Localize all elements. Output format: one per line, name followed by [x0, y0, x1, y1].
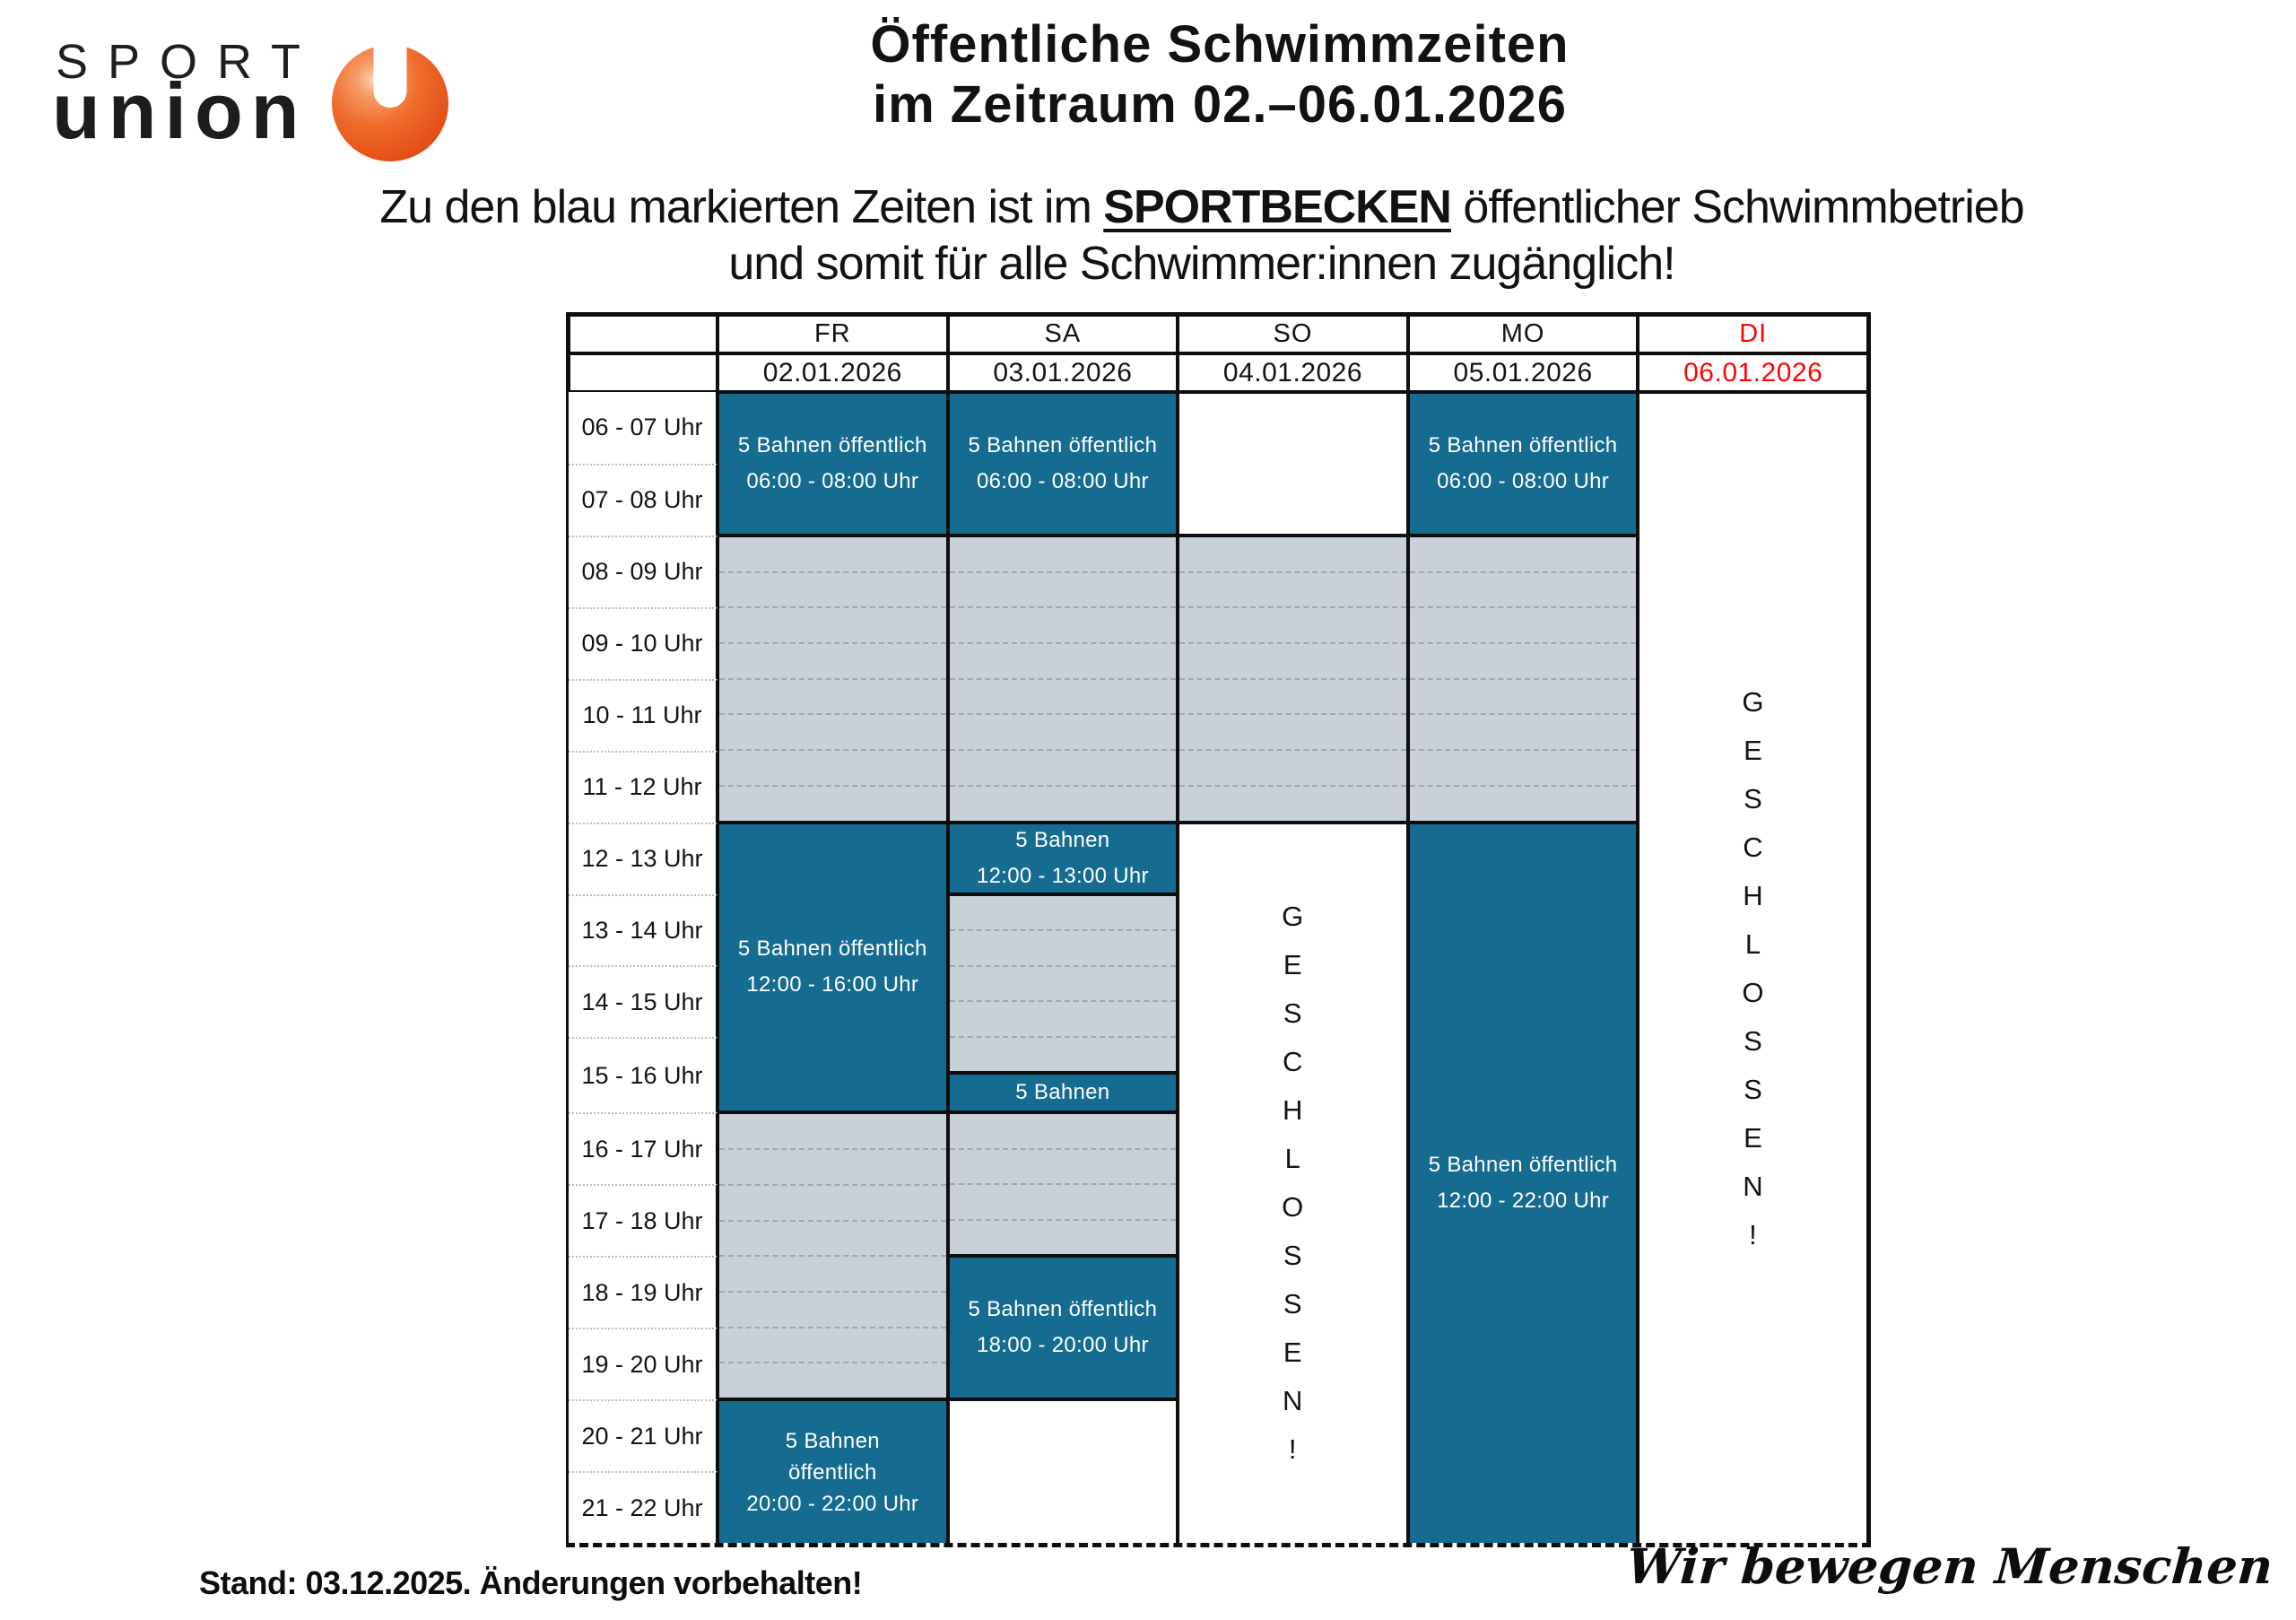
fr-open-afternoon-line1: 5 Bahnen öffentlich: [737, 936, 927, 962]
fr-open-block-afternoon: 5 Bahnen öffentlich 12:00 - 16:00 Uhr: [718, 822, 948, 1113]
time-label-19-20: 19 - 20 Uhr: [569, 1328, 718, 1400]
sa-non-public-block-2: [947, 893, 1178, 1074]
page-title: Öffentliche Schwimmzeiten im Zeitraum 02…: [144, 14, 2296, 135]
corner-cell-date: [569, 353, 718, 392]
time-label-06-07: 06 - 07 Uhr: [569, 392, 718, 464]
sa-open-morning-line2: 06:00 - 08:00 Uhr: [976, 468, 1149, 493]
day-header-di: DI: [1638, 315, 1868, 353]
fr-open-morning-line1: 5 Bahnen öffentlich: [737, 432, 927, 457]
date-header-di: 06.01.2026: [1638, 353, 1868, 392]
day-header-sa: SA: [947, 315, 1178, 353]
date-header-mo: 05.01.2026: [1407, 353, 1639, 392]
fr-open-block-evening: 5 Bahnen öffentlich 20:00 - 22:00 Uhr: [718, 1399, 948, 1543]
time-label-21-22: 21 - 22 Uhr: [569, 1471, 718, 1543]
corner-cell-top: [569, 315, 718, 353]
sa-open-noon-line2: 12:00 - 13:00 Uhr: [976, 863, 1149, 888]
sa-open-block-late-afternoon: 5 Bahnen: [947, 1073, 1178, 1113]
fr-open-evening-line1: 5 Bahnen: [785, 1428, 880, 1453]
time-label-13-14: 13 - 14 Uhr: [569, 893, 718, 966]
sport-union-logo: SPORT union: [52, 27, 483, 163]
so-non-public-block-1: [1178, 535, 1408, 823]
fr-non-public-block-1: [718, 535, 948, 823]
time-label-14-15: 14 - 15 Uhr: [569, 965, 718, 1038]
fr-open-evening-line3: 20:00 - 22:00 Uhr: [746, 1491, 919, 1516]
logo-text-sport: SPORT: [56, 35, 321, 89]
mo-open-day-line2: 12:00 - 22:00 Uhr: [1437, 1189, 1610, 1214]
sa-open-evening-line1: 5 Bahnen öffentlich: [968, 1297, 1158, 1322]
time-label-10-11: 10 - 11 Uhr: [569, 678, 718, 751]
sa-non-public-block-3: [947, 1112, 1178, 1257]
mo-non-public-block-1: [1407, 535, 1639, 823]
time-label-15-16: 15 - 16 Uhr: [569, 1037, 718, 1113]
date-header-sa: 03.01.2026: [947, 353, 1178, 392]
di-closed-block: G E S C H L O S S E N !: [1638, 392, 1868, 1543]
stand-note: Stand: 03.12.2025. Änderungen vorbehalte…: [199, 1564, 863, 1601]
date-header-so: 04.01.2026: [1178, 353, 1408, 392]
so-empty-block-morning: [1178, 392, 1408, 536]
mo-open-block-day: 5 Bahnen öffentlich 12:00 - 22:00 Uhr: [1407, 822, 1639, 1543]
time-label-11-12: 11 - 12 Uhr: [569, 750, 718, 823]
time-label-12-13: 12 - 13 Uhr: [569, 822, 718, 894]
day-header-so: SO: [1178, 315, 1408, 353]
fr-open-evening-line2: öffentlich: [787, 1459, 877, 1485]
time-label-08-09: 08 - 09 Uhr: [569, 535, 718, 607]
fr-non-public-block-2: [718, 1112, 948, 1400]
page-subtitle-line1: Zu den blau markierten Zeiten ist im SPO…: [108, 179, 2296, 236]
subtitle-sportbecken-highlight: SPORTBECKEN: [1103, 181, 1452, 233]
page-subtitle-line2: und somit für alle Schwimmer:innen zugän…: [728, 238, 1675, 291]
page-title-line1: Öffentliche Schwimmzeiten: [870, 15, 1570, 74]
page-title-line2: im Zeitraum 02.–06.01.2026: [872, 75, 1568, 135]
time-label-17-18: 17 - 18 Uhr: [569, 1184, 718, 1257]
time-label-18-19: 18 - 19 Uhr: [569, 1256, 718, 1328]
union-u-ball-icon: [332, 44, 448, 161]
union-u-notch: [373, 44, 407, 108]
fr-open-morning-line2: 06:00 - 08:00 Uhr: [746, 468, 919, 493]
so-closed-block: G E S C H L O S S E N !: [1178, 822, 1408, 1543]
fr-open-block-morning: 5 Bahnen öffentlich 06:00 - 08:00 Uhr: [718, 392, 948, 536]
sa-open-late-afternoon-line1: 5 Bahnen: [1015, 1080, 1110, 1105]
subtitle-text-pre: Zu den blau markierten Zeiten ist im: [379, 181, 1104, 233]
sa-open-block-evening: 5 Bahnen öffentlich 18:00 - 20:00 Uhr: [947, 1256, 1178, 1400]
day-header-mo: MO: [1407, 315, 1639, 353]
sa-empty-block-night: [947, 1399, 1178, 1543]
sa-open-noon-line1: 5 Bahnen: [1015, 827, 1110, 852]
page-subtitle: Zu den blau markierten Zeiten ist im SPO…: [108, 179, 2296, 293]
mo-open-morning-line1: 5 Bahnen öffentlich: [1428, 432, 1618, 457]
fr-open-afternoon-line2: 12:00 - 16:00 Uhr: [746, 972, 919, 997]
mo-open-morning-line2: 06:00 - 08:00 Uhr: [1437, 468, 1610, 493]
sa-non-public-block-1: [947, 535, 1178, 823]
date-header-fr: 02.01.2026: [718, 353, 948, 392]
sa-open-evening-line2: 18:00 - 20:00 Uhr: [976, 1333, 1149, 1358]
schedule-table: FR SA SO MO DI 02.01.2026 03.01.2026 04.…: [566, 312, 1871, 1547]
so-closed-label: G E S C H L O S S E N !: [1282, 901, 1304, 1466]
time-label-20-21: 20 - 21 Uhr: [569, 1399, 718, 1472]
sa-open-morning-line1: 5 Bahnen öffentlich: [968, 432, 1158, 457]
di-closed-label: G E S C H L O S S E N !: [1742, 685, 1764, 1250]
day-header-fr: FR: [718, 315, 948, 353]
time-label-07-08: 07 - 08 Uhr: [569, 463, 718, 536]
time-label-16-17: 16 - 17 Uhr: [569, 1112, 718, 1185]
time-label-09-10: 09 - 10 Uhr: [569, 606, 718, 679]
sa-open-block-noon: 5 Bahnen 12:00 - 13:00 Uhr: [947, 822, 1178, 894]
subtitle-text-post: öffentlicher Schwimmbetrieb: [1450, 181, 2024, 233]
mo-open-day-line1: 5 Bahnen öffentlich: [1428, 1153, 1618, 1178]
logo-text-union: union: [52, 66, 308, 155]
sa-open-block-morning: 5 Bahnen öffentlich 06:00 - 08:00 Uhr: [947, 392, 1178, 536]
mo-open-block-morning: 5 Bahnen öffentlich 06:00 - 08:00 Uhr: [1407, 392, 1639, 536]
slogan-text: Wir bewegen Menschen: [1624, 1537, 2275, 1595]
